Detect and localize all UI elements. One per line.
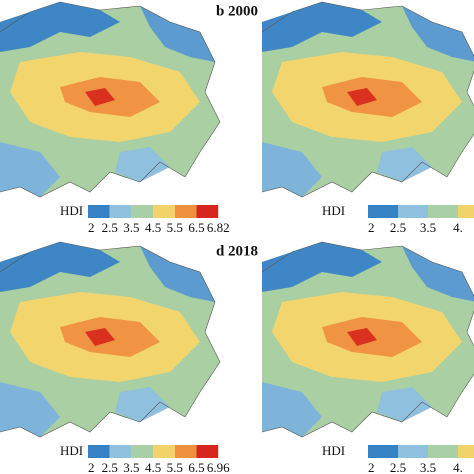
legend-swatch	[368, 205, 398, 218]
legend-swatch	[398, 205, 428, 218]
legend-tick-label: 5.5	[167, 220, 183, 235]
panel-title: d 2018	[216, 243, 258, 259]
legend-swatch	[131, 445, 154, 458]
legend-tick-label: 5.5	[167, 460, 183, 474]
legend-tick-label: 2.5	[390, 220, 406, 235]
legend-label: HDI	[60, 443, 83, 458]
legend-tick-label: 4.	[453, 460, 463, 474]
legend-tick-label: 2	[88, 460, 95, 474]
legend-swatch	[88, 205, 110, 218]
legend-swatch	[428, 445, 458, 458]
legend-tick-label: 2	[368, 220, 375, 235]
legend-swatch	[88, 445, 110, 458]
legend-tick-label: 2.5	[102, 460, 118, 474]
legend-tick-label: 3.5	[123, 220, 139, 235]
legend-label: HDI	[322, 203, 345, 218]
legend-tick-label: 2	[368, 460, 375, 474]
legend-tick-label: 3.5	[420, 220, 436, 235]
legend-tick-label: 4.5	[145, 220, 161, 235]
legend-swatch	[458, 445, 474, 458]
panel-title: b 2000	[216, 3, 258, 19]
legend-swatch	[428, 205, 458, 218]
legend-swatch	[153, 445, 175, 458]
legend-swatch	[398, 445, 428, 458]
legend-swatch	[368, 445, 398, 458]
legend-tick-label: 6.82	[207, 220, 230, 235]
legend-swatch	[174, 205, 197, 218]
legend-swatch	[109, 205, 132, 218]
map-panel-a	[0, 1, 221, 198]
legend-tick-label: 2.5	[102, 220, 118, 235]
legend-swatch	[153, 205, 175, 218]
legend-label: HDI	[322, 443, 345, 458]
legend-tick-label: 2.5	[390, 460, 406, 474]
legend-tick-label: 6.5	[188, 220, 204, 235]
legend-tick-label: 6.96	[207, 460, 230, 474]
legend-swatch	[196, 205, 219, 218]
gap	[232, 0, 262, 474]
map-panel-b	[261, 1, 474, 198]
legend-swatch	[196, 445, 219, 458]
legend-tick-label: 4.5	[145, 460, 161, 474]
legend-tick-label: 4.	[453, 220, 463, 235]
legend-tick-label: 3.5	[420, 460, 436, 474]
legend-tick-label: 3.5	[123, 460, 139, 474]
legend-tick-label: 6.5	[188, 460, 204, 474]
legend-label: HDI	[60, 203, 83, 218]
legend-swatch	[109, 445, 132, 458]
legend-tick-label: 2	[88, 220, 95, 235]
map-panel-c	[0, 241, 221, 438]
legend-swatch	[131, 205, 154, 218]
legend-swatch	[174, 445, 197, 458]
map-panel-d	[261, 241, 474, 438]
legend-swatch	[458, 205, 474, 218]
